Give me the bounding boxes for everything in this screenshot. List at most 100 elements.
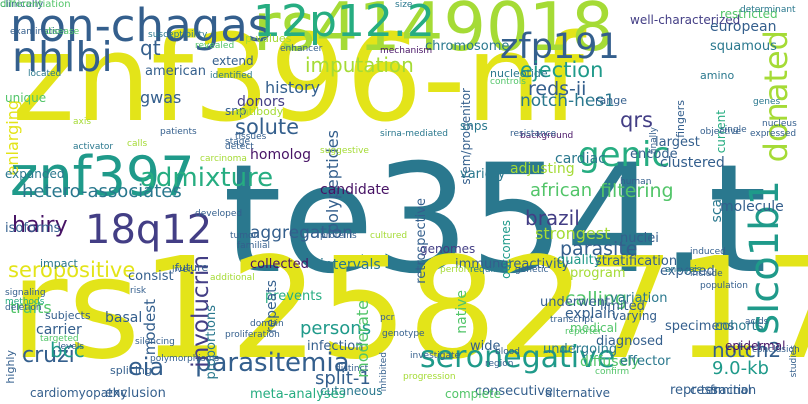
- word-168: include: [690, 269, 723, 279]
- word-42: qt: [140, 36, 161, 60]
- word-23: solute: [235, 115, 300, 139]
- word-69: expanded: [5, 167, 65, 181]
- word-41: strongest: [535, 224, 611, 243]
- word-36: 9.0-kb: [712, 358, 769, 379]
- word-46: squamous: [710, 39, 777, 54]
- word-29: parasite: [560, 238, 638, 260]
- word-105: limited: [600, 299, 645, 314]
- word-158: proteins: [320, 231, 357, 241]
- word-117: alternative: [545, 386, 610, 400]
- word-97: wide: [470, 339, 501, 354]
- word-73: future: [175, 261, 209, 274]
- word-12: parasitemia: [195, 348, 350, 378]
- word-75: collected: [250, 257, 309, 272]
- word-177: polymorphisms: [150, 354, 220, 364]
- word-165: perform: [440, 265, 476, 275]
- word-102: undergoing: [543, 342, 618, 357]
- word-123: highly: [4, 350, 17, 384]
- word-149: resistance: [510, 129, 557, 139]
- word-188: region: [485, 359, 514, 369]
- word-148: background: [520, 131, 574, 141]
- word-136: located: [28, 69, 62, 79]
- word-100: medical: [570, 321, 618, 335]
- word-179: proliferation: [225, 330, 280, 340]
- word-155: nucleus: [762, 119, 797, 129]
- word-128: examination: [10, 27, 66, 37]
- word-120: fraction: [710, 383, 757, 397]
- word-48: gwas: [140, 88, 182, 107]
- word-99: explain: [565, 306, 616, 322]
- word-127: size: [395, 0, 413, 10]
- word-181: pcr: [380, 313, 395, 323]
- word-190: reporter: [565, 327, 602, 337]
- word-86: molecule: [720, 199, 784, 215]
- word-143: calls: [127, 139, 148, 149]
- word-3: rs4149018: [253, 0, 614, 66]
- word-119: c-terminal: [690, 383, 752, 397]
- word-164: genetic: [515, 265, 549, 275]
- word-20: ejection: [520, 58, 604, 82]
- word-130: susceptibility: [148, 30, 208, 40]
- word-21: qrs: [620, 108, 653, 132]
- word-93: proportions: [204, 305, 219, 380]
- word-71: impact: [40, 257, 78, 270]
- word-163: developed: [195, 209, 243, 219]
- word-96: native: [454, 290, 470, 334]
- word-44: chromosome: [425, 39, 510, 54]
- word-114: meta-analyses: [250, 387, 346, 402]
- word-2: znf396-nf: [12, 10, 584, 149]
- word-150: finally: [649, 127, 659, 155]
- word-153: expressed: [750, 129, 797, 139]
- word-110: cohorts: [715, 319, 764, 334]
- word-14: genic: [578, 135, 671, 175]
- word-0: te354.t: [223, 133, 767, 307]
- word-171: deletion: [5, 303, 42, 313]
- word-132: revealed: [195, 41, 235, 51]
- word-49: donors: [237, 94, 285, 110]
- word-67: adjusting: [510, 161, 575, 177]
- word-176: levels: [58, 342, 85, 352]
- word-173: signaling: [5, 288, 46, 298]
- word-183: inhibited: [379, 352, 389, 392]
- word-65: cardiac: [555, 151, 606, 167]
- word-147: suggestive: [320, 146, 369, 156]
- word-76: intervals: [320, 257, 381, 273]
- word-77: retrospective: [414, 198, 429, 284]
- word-182: genotype: [382, 329, 425, 339]
- word-103: diffusely: [580, 354, 640, 370]
- word-79: genomes: [420, 242, 476, 256]
- word-63: encode: [630, 147, 678, 162]
- word-92: prevents: [265, 289, 323, 304]
- word-170: induced: [690, 247, 726, 257]
- word-35: split-1: [315, 368, 371, 389]
- word-152: single: [720, 125, 747, 135]
- word-55: unique: [5, 91, 47, 105]
- word-185: progression: [403, 372, 456, 382]
- word-180: domain: [250, 319, 284, 329]
- word-167: analysis: [665, 265, 702, 275]
- word-25: hairy: [12, 213, 68, 238]
- word-142: activator: [73, 142, 114, 152]
- word-166: required: [470, 265, 508, 275]
- word-68: candidate: [320, 182, 390, 198]
- word-7: znf397: [10, 145, 195, 208]
- word-39: enlarging: [3, 100, 22, 176]
- word-151: objective: [700, 127, 742, 137]
- word-59: snps: [460, 119, 488, 133]
- word-90: basal: [105, 310, 143, 326]
- word-32: calling: [565, 288, 628, 310]
- word-175: targeted: [40, 334, 79, 344]
- word-85: exposed: [660, 264, 715, 279]
- word-109: epidermal: [725, 339, 786, 353]
- word-17: imputation: [305, 53, 414, 77]
- word-194: studies: [789, 345, 799, 378]
- word-112: consecutive: [475, 384, 553, 399]
- word-125: restricted: [720, 7, 778, 21]
- word-161: liver: [172, 265, 192, 275]
- word-156: human: [620, 177, 652, 187]
- word-51: well-characterized: [630, 13, 741, 27]
- word-56: snp: [225, 104, 247, 118]
- word-47: american: [145, 64, 206, 79]
- word-72: consist: [128, 269, 174, 284]
- word-88: traits: [10, 298, 52, 317]
